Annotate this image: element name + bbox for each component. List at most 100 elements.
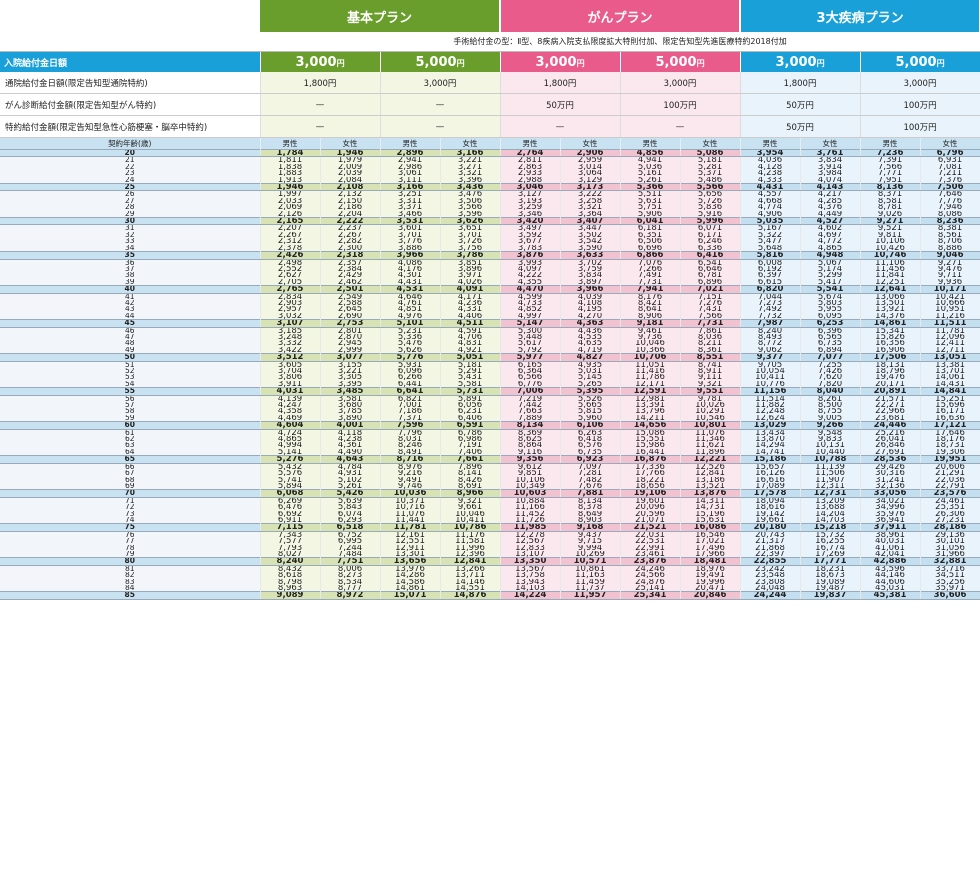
table-row: 32 2,267 2,267 3,701 3,701 3,592 3,502 6,351 6,1… bbox=[0, 231, 980, 239]
premium-cell: 4,217 bbox=[800, 190, 861, 198]
premium-cell: 15,196 bbox=[680, 510, 741, 517]
premium-cell: 10,788 bbox=[800, 455, 861, 464]
premium-cell: 7,491 bbox=[620, 272, 681, 279]
premium-cell: 2,009 bbox=[320, 163, 381, 171]
premium-cell: 13,209 bbox=[800, 497, 861, 505]
premium-cell: 4,997 bbox=[500, 312, 561, 320]
premium-cell: 7,406 bbox=[440, 448, 501, 456]
premium-cell: 24,566 bbox=[620, 572, 681, 579]
premium-cell: 4,602 bbox=[800, 224, 861, 232]
premium-cell: 16,906 bbox=[860, 346, 921, 354]
premium-cell: 14,146 bbox=[440, 578, 501, 585]
premium-cell: 2,039 bbox=[320, 170, 381, 177]
premium-cell: 2,132 bbox=[320, 190, 381, 198]
premium-cell: 8,972 bbox=[320, 591, 381, 600]
premium-cell: 3,677 bbox=[500, 238, 561, 245]
table-row: 74 6,911 6,293 11,441 10,411 11,726 8,903 21,07… bbox=[0, 516, 980, 524]
premium-cell: 2,906 bbox=[560, 148, 621, 158]
premium-cell: 11,166 bbox=[500, 504, 561, 511]
premium-cell: 3,466 bbox=[380, 210, 441, 218]
premium-cell: 4,976 bbox=[380, 312, 441, 320]
premium-cell: 2,033 bbox=[260, 197, 321, 205]
premium-cell: 6,441 bbox=[380, 380, 441, 388]
premium-cell: 6,074 bbox=[320, 510, 381, 517]
premium-cell: 13,107 bbox=[500, 550, 561, 558]
table-row: 56 4,139 3,581 6,821 5,891 7,219 5,526 12,981 9,… bbox=[0, 395, 980, 403]
hospital-value: 5,000円 bbox=[380, 51, 501, 72]
premium-cell: 12,221 bbox=[680, 455, 741, 464]
premium-cell: 4,036 bbox=[740, 156, 801, 164]
female-column-header: 女性 bbox=[800, 137, 861, 150]
premium-cell: 8,236 bbox=[920, 217, 980, 226]
premium-cell: 9,271 bbox=[860, 217, 921, 226]
premium-cell: 11,076 bbox=[380, 510, 441, 517]
premium-cell: 19,476 bbox=[860, 374, 921, 381]
premium-cell: 7,076 bbox=[620, 259, 681, 266]
premium-cell: 8,911 bbox=[680, 368, 741, 375]
premium-cell: 22,531 bbox=[620, 538, 681, 545]
premium-cell: 9,377 bbox=[740, 353, 801, 362]
premium-cell: 14,431 bbox=[920, 380, 980, 388]
premium-cell: 5,417 bbox=[800, 278, 861, 286]
premium-cell: 5,776 bbox=[380, 353, 441, 362]
hospital-benefit-label: 入院給付金日額 bbox=[0, 51, 261, 72]
premium-cell: 5,916 bbox=[680, 210, 741, 218]
premium-cell: 7,244 bbox=[320, 544, 381, 551]
premium-cell: 23,876 bbox=[620, 557, 681, 566]
premium-cell: 16,441 bbox=[620, 448, 681, 456]
premium-cell: 24,876 bbox=[620, 578, 681, 585]
premium-cell: 4,774 bbox=[740, 204, 801, 211]
premium-cell: 3,701 bbox=[380, 231, 441, 239]
premium-cell: 11,163 bbox=[560, 572, 621, 579]
premium-cell: 12,171 bbox=[620, 380, 681, 388]
premium-cell: 6,591 bbox=[440, 421, 501, 430]
premium-cell: 15,086 bbox=[620, 429, 681, 437]
premium-cell: 10,046 bbox=[440, 510, 501, 517]
age-cell: 79 bbox=[0, 550, 261, 558]
premium-cell: 13,943 bbox=[500, 578, 561, 585]
premium-cell: 8,211 bbox=[680, 340, 741, 347]
premium-cell: 9,936 bbox=[920, 278, 980, 286]
table-row: 52 3,704 3,221 6,096 5,291 6,364 5,031 11,416 8,… bbox=[0, 368, 980, 375]
premium-cell: 2,429 bbox=[320, 272, 381, 279]
age-cell: 24 bbox=[0, 176, 261, 184]
premium-cell: 5,617 bbox=[500, 340, 561, 347]
age-cell: 80 bbox=[0, 557, 261, 566]
premium-cell: 5,894 bbox=[260, 482, 321, 490]
premium-cell: 33,716 bbox=[920, 565, 980, 573]
hospital-value: 3,000円 bbox=[260, 51, 381, 72]
premium-cell: 13,391 bbox=[620, 402, 681, 409]
table-row: 73 6,692 6,074 11,076 10,046 11,452 8,649 20,59… bbox=[0, 510, 980, 517]
premium-cell: 3,911 bbox=[260, 380, 321, 388]
premium-cell: 2,903 bbox=[260, 299, 321, 307]
premium-cell: 10,036 bbox=[380, 489, 441, 498]
premium-cell: 6,735 bbox=[560, 448, 621, 456]
age-cell: 33 bbox=[0, 238, 261, 245]
premium-cell: 12,711 bbox=[920, 346, 980, 354]
special-benefit-value: — bbox=[380, 115, 501, 138]
premium-cell: 15,657 bbox=[740, 463, 801, 471]
premium-cell: 4,236 bbox=[440, 299, 501, 307]
premium-cell: 11,726 bbox=[500, 516, 561, 524]
premium-cell: 3,851 bbox=[440, 259, 501, 266]
table-row: 29 2,126 2,204 3,466 3,596 3,346 3,364 5,906 5,9… bbox=[0, 210, 980, 218]
table-row: 44 3,032 2,690 4,976 4,406 4,997 4,270 8,906 7,5… bbox=[0, 312, 980, 320]
premium-cell: 7,484 bbox=[320, 550, 381, 558]
premium-cell: 5,366 bbox=[620, 183, 681, 192]
premium-cell: 12,591 bbox=[620, 387, 681, 396]
premium-cell: 18,656 bbox=[620, 482, 681, 490]
premium-cell: 3,581 bbox=[320, 395, 381, 403]
premium-cell: 15,071 bbox=[380, 591, 441, 600]
premium-cell: 2,126 bbox=[260, 210, 321, 218]
premium-cell: 4,557 bbox=[740, 190, 801, 198]
premium-cell: 21,571 bbox=[860, 395, 921, 403]
premium-cell: 13,976 bbox=[380, 565, 441, 573]
premium-cell: 8,361 bbox=[680, 346, 741, 354]
male-column-header: 男性 bbox=[500, 137, 561, 150]
premium-cell: 23,576 bbox=[920, 489, 980, 498]
premium-cell: 9,321 bbox=[440, 497, 501, 505]
premium-cell: 4,865 bbox=[260, 436, 321, 443]
premium-cell: 8,134 bbox=[500, 421, 561, 430]
premium-cell: 3,364 bbox=[560, 210, 621, 218]
premium-cell: 4,031 bbox=[260, 387, 321, 396]
